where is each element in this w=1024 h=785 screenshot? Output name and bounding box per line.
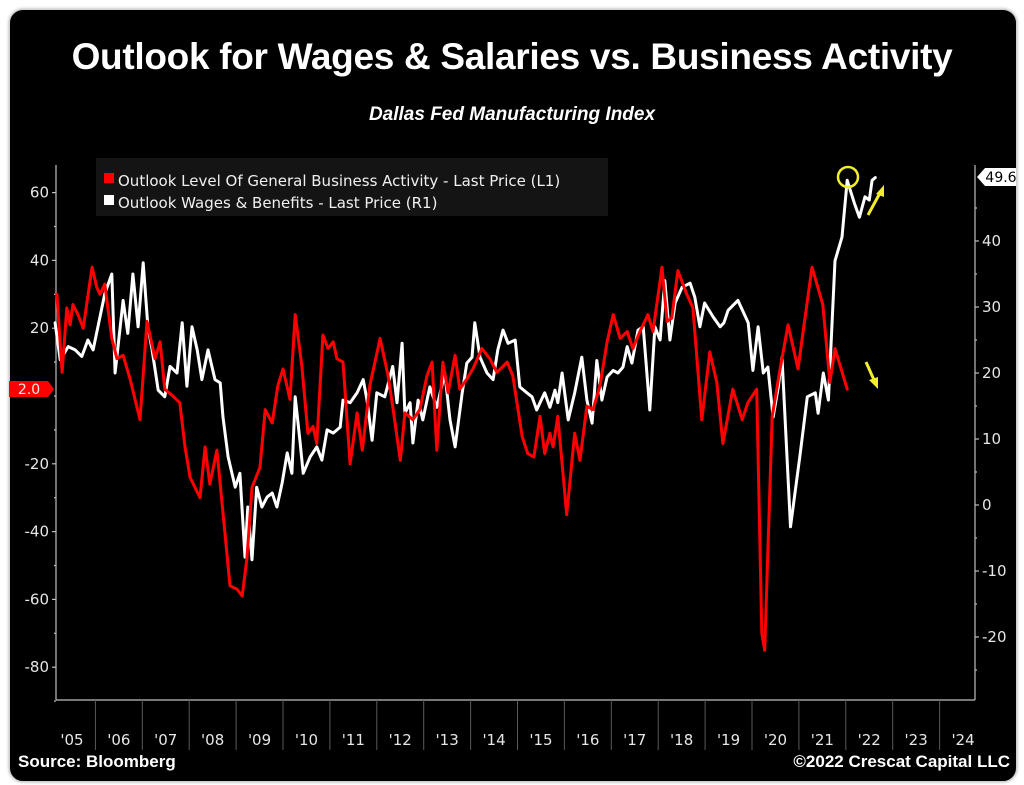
right-axis-tick-label: 0 xyxy=(982,496,992,514)
right-axis-ticks: 40 30 20 10 0 -10 -20 xyxy=(975,207,1007,671)
last-value-labels: 2.0 49.6 xyxy=(9,168,1017,398)
legend-swatch-business-activity xyxy=(104,173,114,183)
left-last-value: 2.0 xyxy=(18,382,40,398)
x-axis-tick-label: '21 xyxy=(811,731,834,749)
x-axis-tick-label: '05 xyxy=(60,731,83,749)
x-axis-tick-label: '08 xyxy=(201,731,224,749)
right-last-value: 49.6 xyxy=(985,170,1016,186)
legend-background xyxy=(96,158,608,216)
line-business-activity xyxy=(55,265,849,652)
legend-swatch-wages xyxy=(104,195,114,205)
x-axis-tick-label: '15 xyxy=(529,731,552,749)
right-axis-tick-label: 40 xyxy=(982,232,1001,250)
x-axis-tick-label: '06 xyxy=(107,731,130,749)
highlight-circle-annotation xyxy=(836,165,860,189)
source-note: Source: Bloomberg xyxy=(18,752,176,771)
x-axis-tick-label: '10 xyxy=(295,731,318,749)
x-axis-tick-label: '18 xyxy=(670,731,693,749)
left-axis-ticks: 60 40 20 -20 -40 -60 -80 xyxy=(25,184,56,702)
x-axis-tick-label: '23 xyxy=(905,731,928,749)
chart-frame xyxy=(9,9,1017,782)
down-arrow-annotation xyxy=(864,361,878,389)
right-last-value-tag: 49.6 xyxy=(977,168,1017,186)
x-axis-tick-label: '11 xyxy=(342,731,365,749)
x-axis-tick-label: '20 xyxy=(764,731,787,749)
x-axis-tick-label: '14 xyxy=(482,731,505,749)
left-axis-tick-label: 20 xyxy=(30,319,49,337)
right-axis-tick-label: -10 xyxy=(982,562,1007,580)
left-last-value-tag: 2.0 xyxy=(9,381,54,398)
up-arrow-annotation xyxy=(866,185,884,216)
right-axis-tick-label: 20 xyxy=(982,364,1001,382)
series-wages xyxy=(53,176,877,562)
right-axis-tick-label: 30 xyxy=(982,298,1001,316)
series-business-activity xyxy=(55,265,849,652)
left-axis-tick-label: -80 xyxy=(25,658,50,676)
x-axis-tick-label: '16 xyxy=(576,731,599,749)
x-axis-tick-label: '07 xyxy=(154,731,177,749)
annotations xyxy=(836,165,884,389)
left-axis-tick-label: -40 xyxy=(25,523,50,541)
x-axis-tick-label: '24 xyxy=(951,731,974,749)
x-axis-tick-label: '22 xyxy=(858,731,881,749)
line-wages xyxy=(53,176,877,562)
x-axis-tick-label: '13 xyxy=(436,731,459,749)
legend-label-business-activity: Outlook Level Of General Business Activi… xyxy=(118,172,560,190)
copyright-note: ©2022 Crescat Capital LLC xyxy=(793,752,1010,771)
chart-title: Outlook for Wages & Salaries vs. Busines… xyxy=(71,36,953,77)
right-axis-tick-label: 10 xyxy=(982,430,1001,448)
right-axis-tick-label: -20 xyxy=(982,628,1007,646)
left-axis-tick-label: -60 xyxy=(25,590,50,608)
legend-label-wages: Outlook Wages & Benefits - Last Price (R… xyxy=(118,194,437,212)
x-axis-tick-label: '19 xyxy=(717,731,740,749)
legend: Outlook Level Of General Business Activi… xyxy=(96,158,608,216)
x-axis-tick-label: '17 xyxy=(623,731,646,749)
left-axis-tick-label: 40 xyxy=(30,251,49,269)
series-layer xyxy=(53,176,877,652)
x-axis-tick-label: '09 xyxy=(248,731,271,749)
x-axis-ticks: '05 '06 '07 '08 '09 '10 '11 '12 '13 '14 '15 '16 '17 '… xyxy=(60,700,975,750)
left-axis-tick-label: 60 xyxy=(30,184,49,202)
chart-subtitle: Dallas Fed Manufacturing Index xyxy=(368,104,656,125)
x-axis-tick-label: '12 xyxy=(389,731,412,749)
left-axis-tick-label: -20 xyxy=(25,455,50,473)
